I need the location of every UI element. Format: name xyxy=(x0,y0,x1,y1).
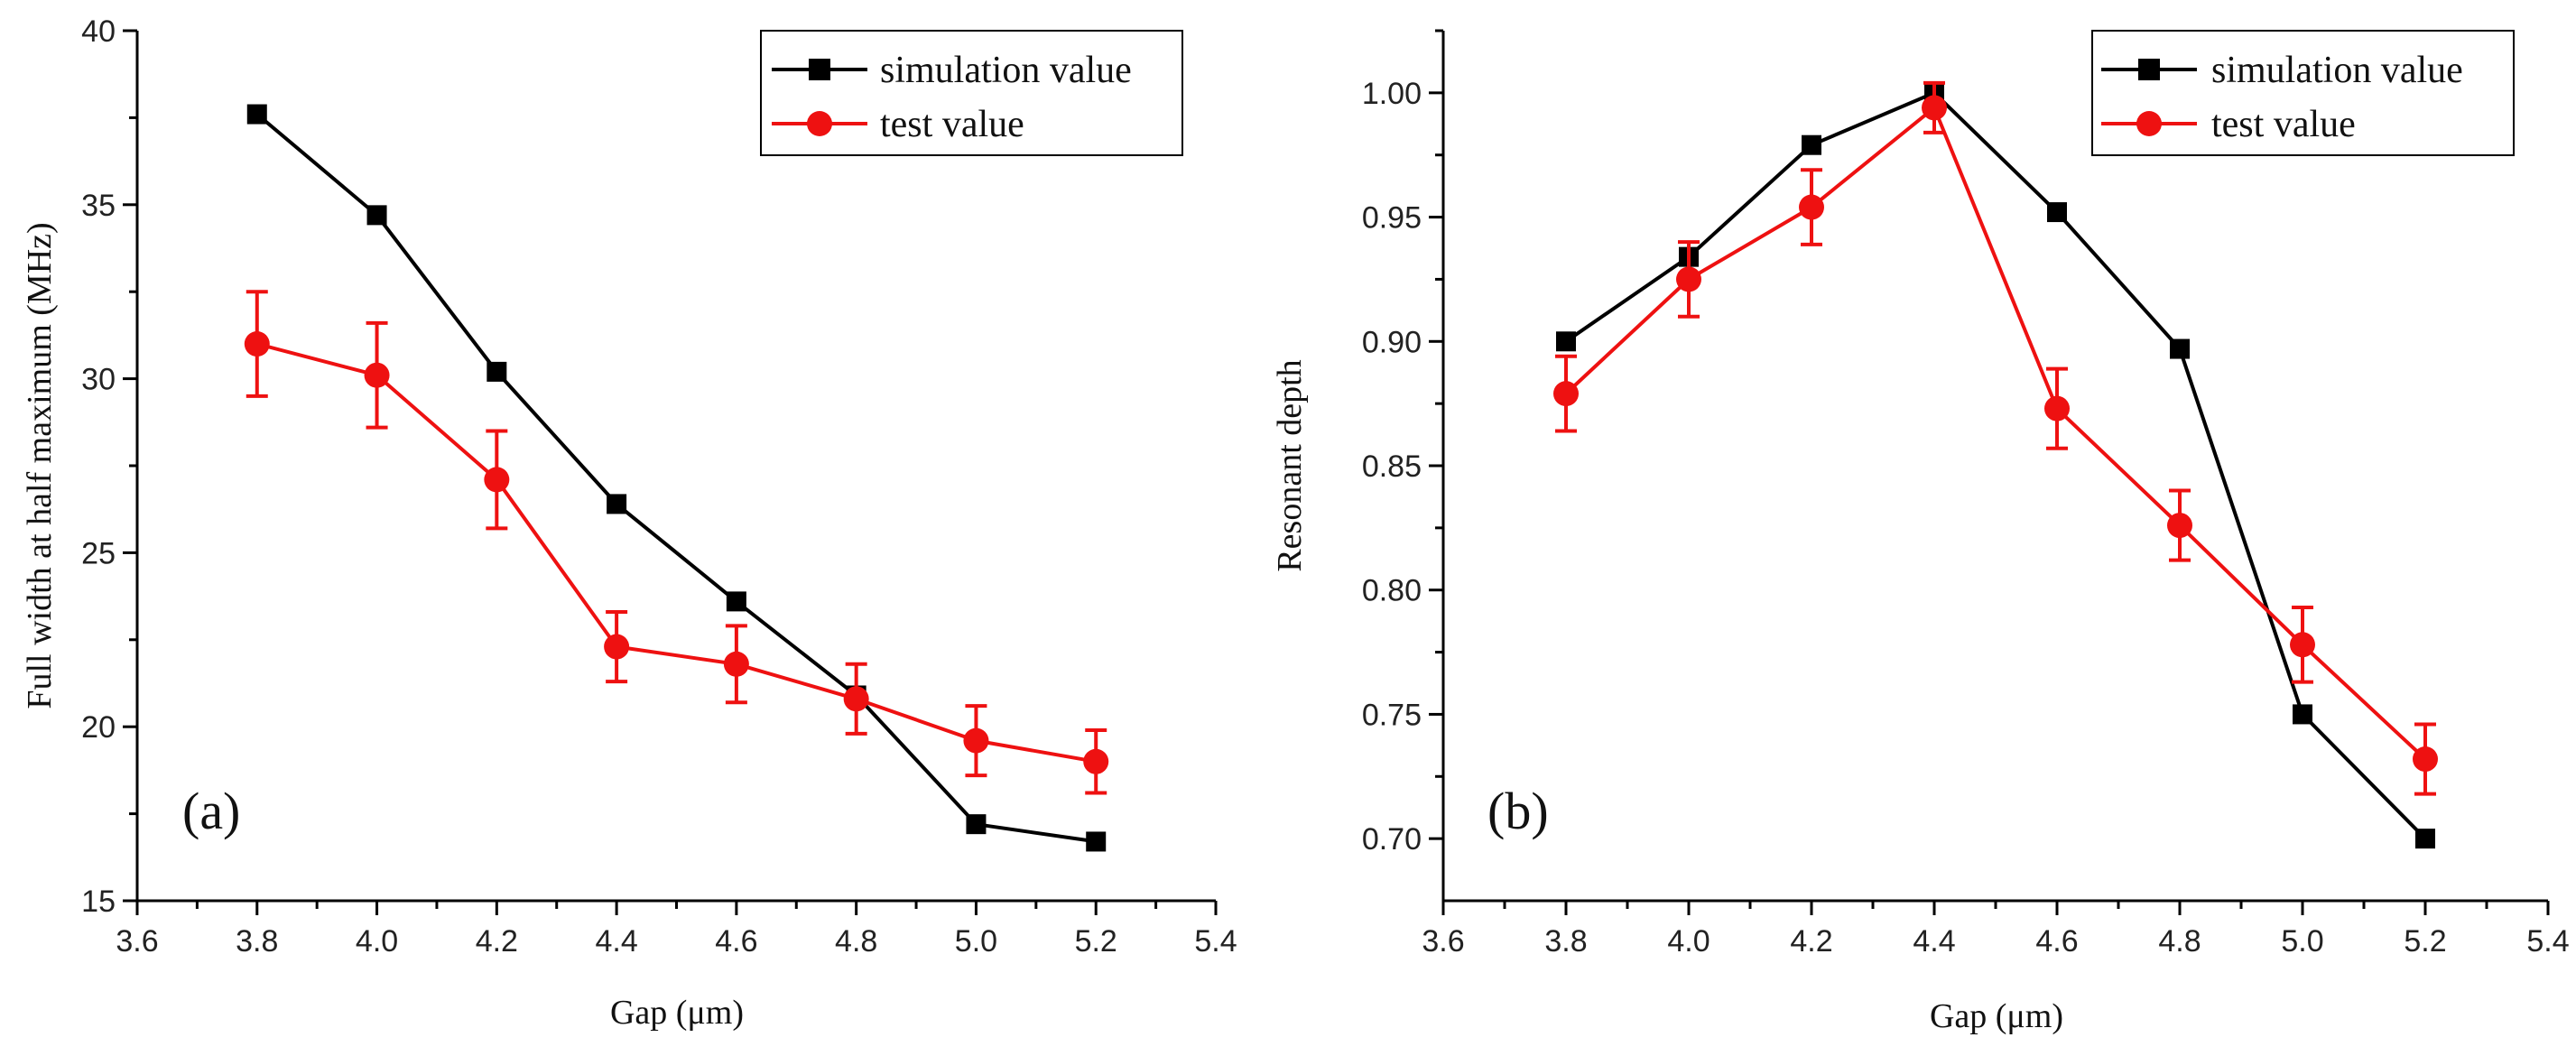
panel-b-legend-box xyxy=(2091,30,2515,156)
panel-a-y-tick-label: 40 xyxy=(81,14,116,49)
panel-a-simulation-point xyxy=(726,591,746,612)
panel-b-x-tick-label: 4.2 xyxy=(1790,924,1832,959)
panel-a-y-tick-label: 15 xyxy=(81,885,116,919)
panel-b-resonant-depth-chart: 3.6 3.8 4.0 4.2 4.4 4.6 4.8 5.0 5.2 5.4 0.70 0.75 0.… xyxy=(1271,29,2570,1035)
panel-a-test-point xyxy=(723,651,749,677)
panel-b-y-tick-label: 0.90 xyxy=(1362,325,1422,359)
panel-a-test-point xyxy=(604,634,630,660)
panel-a-x-axis-title: Gap (μm) xyxy=(610,994,744,1032)
panel-b-x-tick-label: 4.6 xyxy=(2035,924,2078,959)
panel-b-simulation-point xyxy=(1556,331,1576,352)
panel-a-simulation-point xyxy=(246,104,267,125)
panel-a-x-tick-label: 4.6 xyxy=(715,924,757,959)
panel-b-x-tick-label: 3.8 xyxy=(1544,924,1587,959)
panel-b-x-tick-label: 5.4 xyxy=(2526,924,2569,959)
panel-a-test-point xyxy=(484,467,510,493)
panel-b-test-point xyxy=(1799,194,1824,220)
panel-b-y-tick-label: 0.75 xyxy=(1362,698,1422,732)
panel-b-legend-test-label: test value xyxy=(2211,104,2356,145)
panel-a-test-point xyxy=(244,331,270,357)
panel-b-simulation-point xyxy=(2415,829,2435,849)
panel-a-simulation-point xyxy=(366,205,387,226)
panel-b-x-tick-label: 3.6 xyxy=(1422,924,1464,959)
panel-b-x-tick-label: 5.2 xyxy=(2404,924,2446,959)
panel-a-y-axis-title: Full width at half maximum (MHz) xyxy=(21,222,59,709)
panel-a-y-tick-label: 35 xyxy=(81,189,116,223)
panel-b-x-tick-label: 4.8 xyxy=(2158,924,2201,959)
panel-a-test-point xyxy=(364,362,390,388)
panel-b-simulation-line xyxy=(1564,90,2427,840)
panel-a-x-tick-label: 5.2 xyxy=(1075,924,1117,959)
panel-a-x-tick-label: 4.8 xyxy=(835,924,877,959)
panel-b-test-point xyxy=(2413,746,2438,773)
panel-b-series xyxy=(1553,80,2438,849)
panel-a-legend-sim-marker xyxy=(809,59,830,80)
panel-b-legend-test-marker xyxy=(2136,111,2162,136)
panel-b-y-tick-label: 0.85 xyxy=(1362,449,1422,484)
panel-b-x-tick-label: 4.4 xyxy=(1913,924,1955,959)
panel-a-x-tick-label: 4.0 xyxy=(356,924,398,959)
panel-b-simulation-point xyxy=(2293,704,2312,725)
panel-b-legend-sim-marker xyxy=(2138,59,2160,80)
panel-b-test-point xyxy=(2044,395,2070,421)
panel-b-y-axis-title: Resonant depth xyxy=(1271,359,1309,571)
panel-b-simulation-point xyxy=(2170,338,2190,359)
panel-b-y-tick-label: 1.00 xyxy=(1362,77,1422,111)
panel-a-x-tick-label: 3.8 xyxy=(236,924,278,959)
panel-b-legend-sim-label: simulation value xyxy=(2211,50,2463,91)
panel-a-legend: simulation value test value xyxy=(760,30,1183,156)
panel-a-legend-test-label: test value xyxy=(880,104,1024,145)
panel-b-simulation-point xyxy=(2047,202,2067,223)
panel-a-test-point xyxy=(963,727,989,754)
panel-a-ticks: 3.6 3.8 4.0 4.2 4.4 4.6 4.8 5.0 5.2 5.4 15 20 25 30 35… xyxy=(81,14,1237,959)
panel-a-y-tick-label: 20 xyxy=(81,710,116,745)
panel-a-legend-box xyxy=(760,30,1183,156)
panel-a-legend-test-marker xyxy=(807,111,832,136)
panel-b-x-tick-label: 5.0 xyxy=(2281,924,2323,959)
panel-a-simulation-point xyxy=(607,494,627,514)
panel-b-y-tick-label: 0.95 xyxy=(1362,201,1422,236)
panel-a-x-tick-label: 4.2 xyxy=(476,924,518,959)
panel-a-fwhm-chart: 3.6 3.8 4.0 4.2 4.4 4.6 4.8 5.0 5.2 5.4 15 20 25 30 35… xyxy=(21,14,1237,1032)
panel-a-legend-sim-label: simulation value xyxy=(880,50,1132,91)
panel-a-x-tick-label: 5.0 xyxy=(955,924,997,959)
panel-a-x-tick-label: 4.4 xyxy=(595,924,637,959)
panel-a-x-tick-label: 5.4 xyxy=(1194,924,1237,959)
panel-b-test-point xyxy=(2290,632,2315,658)
panel-b-y-tick-label: 0.70 xyxy=(1362,822,1422,857)
panel-a-y-tick-label: 25 xyxy=(81,536,116,570)
panel-b-x-tick-label: 4.0 xyxy=(1667,924,1710,959)
panel-a-y-tick-label: 30 xyxy=(81,363,116,397)
panel-b-test-point xyxy=(2167,513,2192,539)
panel-b-legend: simulation value test value xyxy=(2091,30,2515,156)
panel-a-simulation-point xyxy=(486,361,507,382)
panel-b-test-point xyxy=(1676,266,1701,292)
panel-b-simulation-point xyxy=(1802,134,1821,155)
panel-b-y-tick-label: 0.80 xyxy=(1362,574,1422,608)
panel-a-label: (a) xyxy=(182,782,240,840)
panel-a-test-point xyxy=(1083,748,1109,774)
panel-b-test-point xyxy=(1922,95,1947,121)
panel-b-test-line xyxy=(1564,106,2427,761)
panel-a-series xyxy=(244,104,1109,852)
panel-b-test-point xyxy=(1553,381,1579,407)
panel-a-test-line xyxy=(256,342,1097,764)
panel-a-simulation-point xyxy=(966,814,987,835)
panel-a-simulation-line xyxy=(255,112,1097,844)
panel-b-x-axis-title: Gap (μm) xyxy=(1930,997,2063,1035)
panel-b-label: (b) xyxy=(1487,782,1549,840)
panel-a-x-tick-label: 3.6 xyxy=(116,924,158,959)
panel-a-simulation-point xyxy=(1086,831,1107,852)
panel-a-test-point xyxy=(843,686,869,712)
